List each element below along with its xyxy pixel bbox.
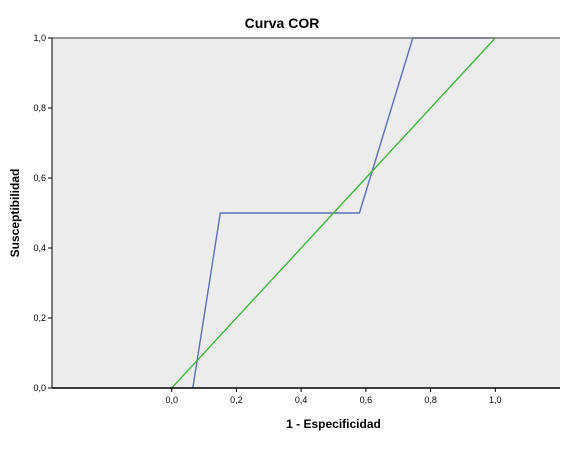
series-line-2 [171, 37, 496, 389]
tick-layer: 0,0 0,2 0,4 0,6 0,8 1,0 0,0 0,2 0,4 0,6 0,8 1,0 [33, 33, 501, 405]
y-axis-label: Susceptibilidad [8, 169, 22, 258]
y-tick-label: 1,0 [33, 33, 46, 43]
y-tick-label: 0,4 [33, 243, 46, 253]
plot-frame [51, 37, 560, 389]
x-tick-label: 0,2 [230, 395, 243, 405]
chart-title: Curva COR [245, 15, 320, 31]
x-tick-label: 0,6 [360, 395, 373, 405]
x-tick-label: 0,0 [165, 395, 178, 405]
x-tick-label: 1,0 [489, 395, 502, 405]
x-tick-label: 0,4 [295, 395, 308, 405]
x-tick-label: 0,8 [424, 395, 437, 405]
y-tick-label: 0,8 [33, 103, 46, 113]
y-tick-label: 0,6 [33, 173, 46, 183]
y-tick-label: 0,0 [33, 383, 46, 393]
x-axis-label: 1 - Especificidad [286, 417, 381, 431]
y-tick-label: 0,2 [33, 313, 46, 323]
